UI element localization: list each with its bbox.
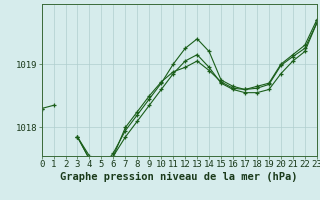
X-axis label: Graphe pression niveau de la mer (hPa): Graphe pression niveau de la mer (hPa) bbox=[60, 172, 298, 182]
